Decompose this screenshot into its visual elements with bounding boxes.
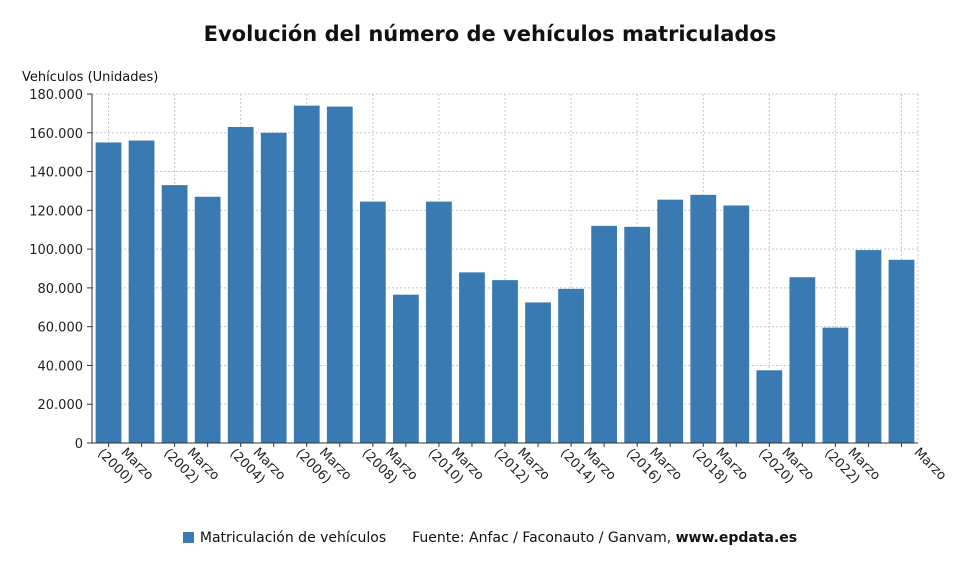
bar — [492, 280, 518, 443]
y-tick-label: 60.000 — [38, 321, 84, 336]
x-tick-label-line: Marzo — [911, 445, 949, 483]
bar — [888, 259, 915, 443]
bar — [161, 185, 188, 443]
bar — [657, 199, 684, 443]
legend-label: Matriculación de vehículos — [199, 530, 387, 546]
bars — [95, 105, 915, 444]
bar — [624, 226, 651, 443]
bar — [293, 105, 320, 443]
bar — [459, 272, 485, 443]
bar — [756, 370, 783, 443]
bar — [392, 294, 419, 443]
bar — [95, 142, 122, 443]
axes — [87, 93, 918, 447]
bar — [128, 140, 155, 444]
y-tick-label: 140.000 — [29, 166, 83, 181]
bar — [359, 201, 386, 443]
y-tick-label: 120.000 — [29, 204, 83, 219]
y-tick-label: 0 — [75, 437, 83, 452]
bar — [426, 201, 452, 443]
legend-swatch — [182, 532, 194, 543]
source-text: Fuente: Anfac / Faconauto / Ganvam, — [412, 530, 676, 546]
x-tick-label: Marzo — [911, 445, 949, 483]
bar — [194, 196, 221, 443]
y-axis-label: Vehículos (Unidades) — [22, 70, 158, 85]
chart-title: Evolución del número de vehículos matric… — [203, 22, 777, 46]
bar — [723, 205, 750, 443]
y-tick-label: 100.000 — [29, 243, 83, 258]
y-tick-label: 40.000 — [38, 359, 84, 374]
bar — [855, 250, 882, 443]
y-tick-labels: 0 20.000 40.000 60.000 80.000 100.000 120.000 1… — [29, 88, 83, 452]
bar — [690, 194, 717, 443]
bar — [326, 106, 353, 443]
y-tick-label: 20.000 — [38, 398, 84, 413]
y-tick-label: 160.000 — [29, 127, 83, 142]
bar — [789, 277, 816, 443]
source-link[interactable]: www.epdata.es — [675, 530, 798, 546]
y-tick-label: 180.000 — [29, 88, 83, 103]
legend: Matriculación de vehículos Fuente: Anfac … — [0, 530, 980, 546]
bar — [822, 327, 849, 443]
bar — [591, 225, 618, 443]
y-tick-label: 80.000 — [38, 282, 84, 297]
bar — [558, 288, 584, 443]
bar — [227, 126, 254, 443]
bar-chart: 0 20.000 40.000 60.000 80.000 100.000 120.000 1… — [22, 70, 949, 487]
bar — [260, 132, 287, 443]
bar — [525, 302, 551, 443]
